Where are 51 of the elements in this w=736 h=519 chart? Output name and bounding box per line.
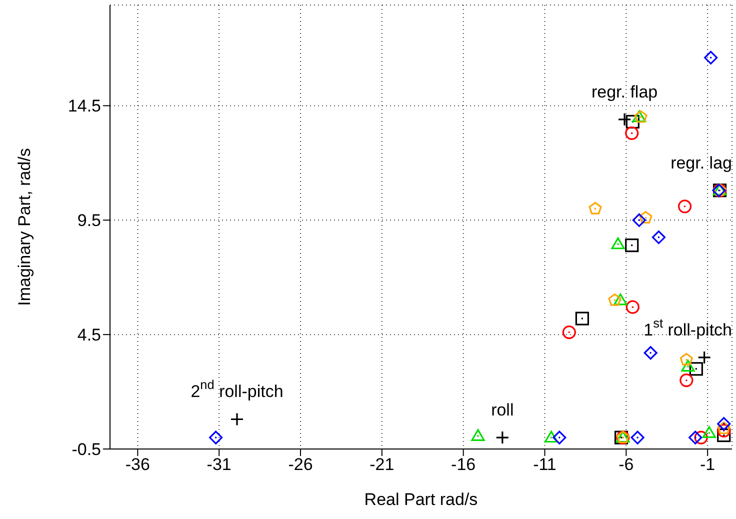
annotation: regr. lag (670, 154, 732, 173)
point (704, 50, 718, 64)
point (562, 325, 576, 340)
point (694, 430, 708, 444)
point (625, 126, 639, 140)
annotation: 2$^{nd}$ roll-pitch (190, 377, 284, 402)
point (689, 362, 703, 376)
point (588, 202, 602, 214)
point (702, 426, 716, 438)
point (614, 293, 628, 306)
point (680, 374, 694, 388)
point (688, 430, 702, 444)
point (717, 428, 731, 442)
x-tick-label: -11 (533, 455, 556, 474)
x-tick-label: -31 (206, 455, 232, 474)
point (717, 422, 730, 434)
annotation: 1$^{st}$ roll-pitch (644, 315, 732, 340)
point (639, 211, 652, 224)
point (632, 213, 646, 227)
point (717, 424, 731, 438)
annotation: regr. flap (591, 82, 658, 102)
x-tick-label: -21 (370, 455, 394, 474)
point (717, 417, 731, 431)
point (209, 430, 223, 444)
point (630, 430, 644, 444)
point (678, 200, 692, 214)
y-tick-label: 4.5 (77, 326, 101, 345)
x-tick-label: -16 (451, 455, 476, 474)
point (626, 114, 640, 129)
point (552, 430, 566, 444)
point (544, 430, 558, 443)
annotation: roll (491, 401, 514, 420)
point (626, 300, 640, 314)
point (625, 238, 639, 252)
x-tick-label: -1 (700, 455, 716, 474)
y-tick-label: 9.5 (77, 211, 101, 230)
point (608, 293, 622, 306)
point (681, 360, 695, 372)
y-tick-label: 14.5 (68, 96, 101, 116)
point (644, 346, 658, 360)
point (611, 237, 625, 250)
point (652, 230, 666, 244)
x-axis-title: Real Part rad/s (364, 490, 478, 509)
x-tick-label: -36 (125, 455, 150, 474)
y-tick-label: -0.5 (72, 440, 101, 460)
x-tick-label: -6 (618, 455, 634, 474)
point (471, 429, 485, 441)
point (575, 312, 589, 326)
point (680, 352, 693, 366)
y-axis-title: Imaginary Part, rad/s (15, 148, 34, 306)
x-tick-label: -26 (288, 455, 313, 474)
